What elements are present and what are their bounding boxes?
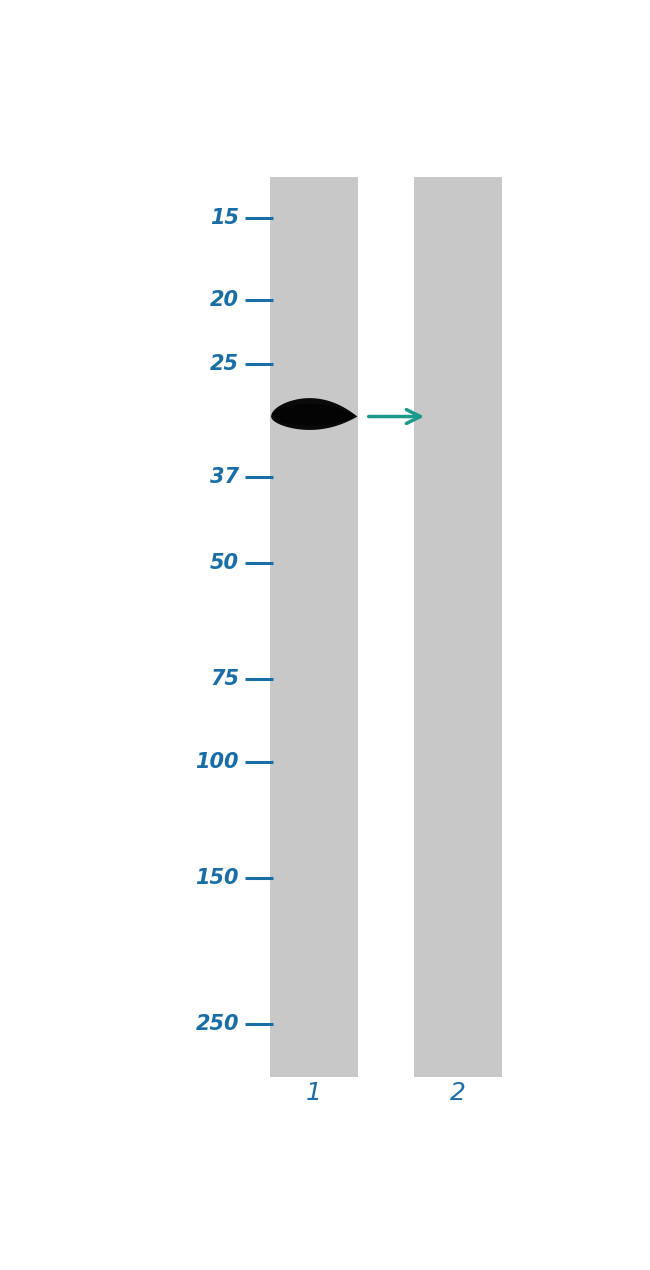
- Text: 37: 37: [210, 466, 239, 486]
- Text: 50: 50: [210, 552, 239, 573]
- Polygon shape: [271, 398, 358, 431]
- Bar: [414, 177, 502, 1077]
- Bar: [270, 177, 358, 1077]
- Text: 150: 150: [196, 867, 239, 888]
- Text: 250: 250: [196, 1015, 239, 1034]
- Text: 75: 75: [210, 669, 239, 690]
- Text: 100: 100: [196, 752, 239, 772]
- Text: 1: 1: [306, 1081, 322, 1105]
- Text: 25: 25: [210, 354, 239, 375]
- Text: 20: 20: [210, 291, 239, 310]
- Polygon shape: [271, 404, 358, 425]
- Text: 2: 2: [450, 1081, 466, 1105]
- Text: 15: 15: [210, 208, 239, 227]
